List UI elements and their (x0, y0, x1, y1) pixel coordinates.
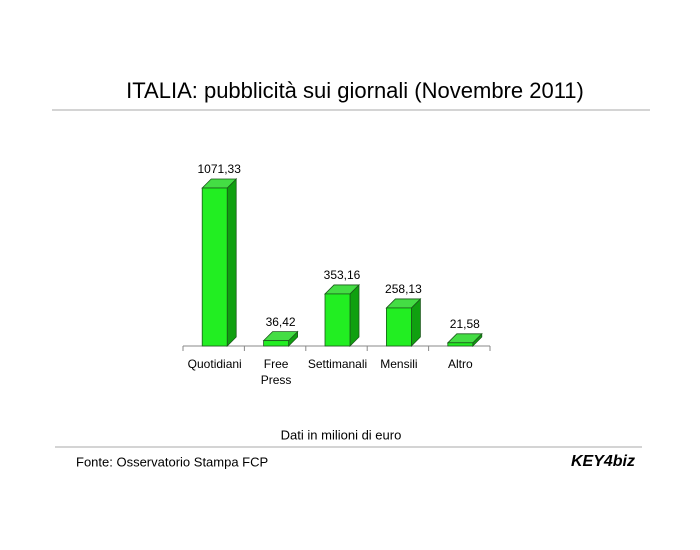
bar (262, 330, 299, 347)
bar (385, 297, 422, 347)
x-tick-label-box: Settimanali (308, 356, 367, 372)
bar-front (385, 307, 412, 347)
logo: KEY4biz (571, 453, 635, 470)
x-tick-label-box: Quotidiani (187, 356, 242, 372)
source: Fonte: Osservatorio Stampa FCP (76, 454, 268, 469)
value-label: 1071,33 (198, 162, 242, 176)
x-tick-label-box: Mensili (374, 356, 424, 372)
x-tick-label: Altro (447, 357, 473, 371)
value-label: 258,13 (385, 282, 422, 296)
bar (201, 178, 238, 347)
unit-note: Dati in milioni di euro (281, 427, 402, 442)
bar-face (349, 283, 360, 347)
value-label: 353,16 (324, 268, 361, 282)
value-label: 21,58 (450, 317, 480, 331)
bar-front (263, 340, 290, 347)
x-tick-label-box: Free Press (251, 356, 301, 388)
x-tick-label: Settimanali (307, 357, 368, 371)
bar (324, 283, 360, 347)
bar-front (201, 187, 228, 347)
x-tick-label: Free Press (260, 357, 292, 387)
x-tick-label: Mensili (380, 357, 418, 371)
bar-front (447, 342, 474, 347)
bar-front (324, 293, 351, 347)
x-tick-label-box: Altro (435, 356, 485, 372)
x-tick-label: Quotidiani (187, 357, 242, 371)
bar (446, 332, 483, 347)
chart-title: ITALIA: pubblicità sui giornali (Novembr… (126, 78, 584, 103)
bar-face (226, 178, 237, 347)
value-label: 36,42 (266, 315, 296, 329)
